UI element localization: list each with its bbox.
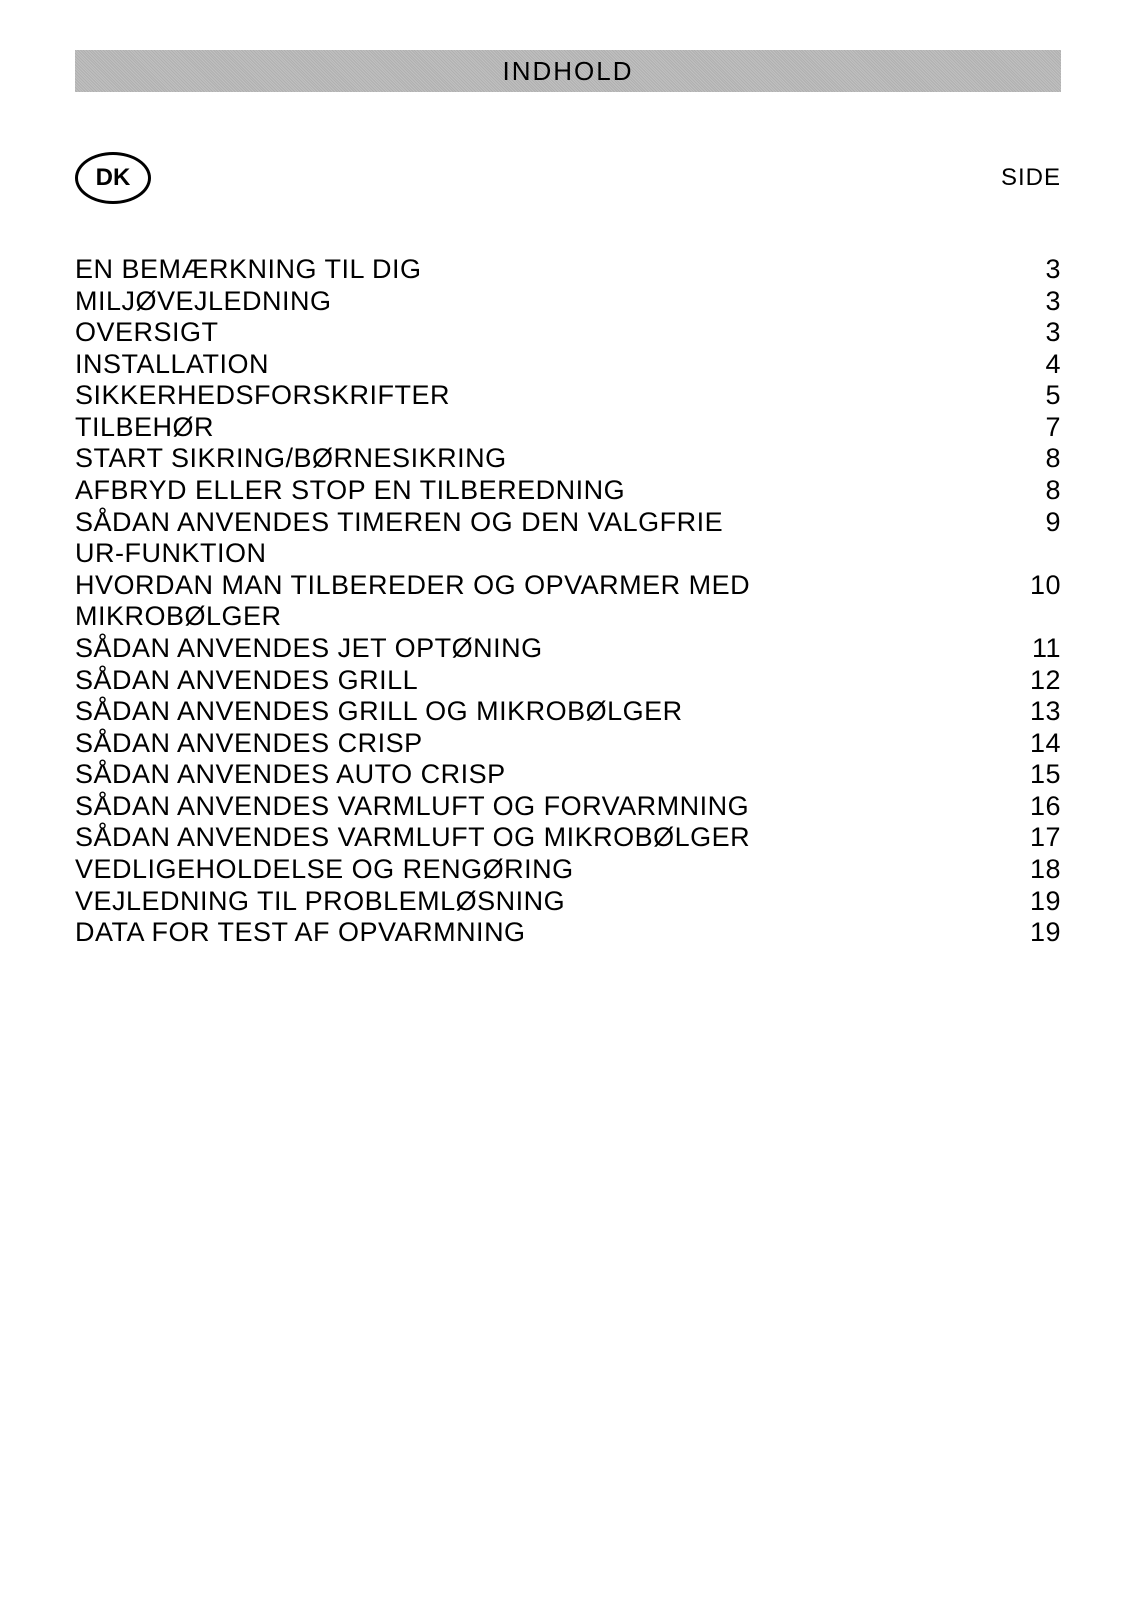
- toc-page-number: 7: [1001, 412, 1061, 444]
- toc-page-number: 14: [1001, 728, 1061, 760]
- toc-row: INSTALLATION 4: [75, 349, 1061, 381]
- language-row: DK SIDE: [75, 152, 1061, 204]
- toc-row: SÅDAN ANVENDES VARMLUFT OG FORVARMNING 16: [75, 791, 1061, 823]
- toc-title: OVERSIGT: [75, 317, 765, 349]
- toc-title: SÅDAN ANVENDES VARMLUFT OG MIKROBØLGER: [75, 822, 765, 854]
- language-badge: DK: [75, 152, 151, 204]
- header-bar: INDHOLD: [75, 50, 1061, 92]
- toc-page-number: 12: [1001, 665, 1061, 697]
- toc-page-number: 3: [1001, 317, 1061, 349]
- toc-title: SIKKERHEDSFORSKRIFTER: [75, 380, 765, 412]
- table-of-contents: EN BEMÆRKNING TIL DIG3MILJØVEJLEDNING3OV…: [75, 254, 1061, 949]
- page-column-label: SIDE: [1001, 164, 1061, 192]
- toc-title: HVORDAN MAN TILBEREDER OG OPVARMER MED M…: [75, 570, 765, 633]
- toc-title: INSTALLATION: [75, 349, 765, 381]
- toc-page-number: 17: [1001, 822, 1061, 854]
- toc-title: VEDLIGEHOLDELSE OG RENGØRING: [75, 854, 765, 886]
- toc-page-number: 9: [1001, 507, 1061, 539]
- toc-title: SÅDAN ANVENDES JET OPTØNING: [75, 633, 765, 665]
- header-title: INDHOLD: [502, 56, 633, 87]
- toc-title: SÅDAN ANVENDES AUTO CRISP: [75, 759, 765, 791]
- toc-page-number: 4: [1001, 349, 1061, 381]
- toc-page-number: 3: [1001, 286, 1061, 318]
- language-badge-text: DK: [96, 164, 131, 192]
- toc-row: VEJLEDNING TIL PROBLEMLØSNING 19: [75, 886, 1061, 918]
- toc-title: AFBRYD ELLER STOP EN TILBEREDNING: [75, 475, 765, 507]
- toc-page-number: 10: [1001, 570, 1061, 602]
- toc-title: SÅDAN ANVENDES GRILL OG MIKROBØLGER: [75, 696, 765, 728]
- toc-title: START SIKRING/BØRNESIKRING: [75, 443, 765, 475]
- toc-row: OVERSIGT 3: [75, 317, 1061, 349]
- toc-row: HVORDAN MAN TILBEREDER OG OPVARMER MED M…: [75, 570, 1061, 633]
- toc-row: MILJØVEJLEDNING 3: [75, 286, 1061, 318]
- toc-page-number: 18: [1001, 854, 1061, 886]
- toc-row: SÅDAN ANVENDES GRILL 12: [75, 665, 1061, 697]
- toc-row: VEDLIGEHOLDELSE OG RENGØRING 18: [75, 854, 1061, 886]
- toc-row: START SIKRING/BØRNESIKRING 8: [75, 443, 1061, 475]
- toc-title: SÅDAN ANVENDES TIMEREN OG DEN VALGFRIE U…: [75, 507, 765, 570]
- toc-page-number: 11: [1001, 633, 1061, 665]
- toc-row: SÅDAN ANVENDES JET OPTØNING 11: [75, 633, 1061, 665]
- toc-title: SÅDAN ANVENDES CRISP: [75, 728, 765, 760]
- toc-row: SÅDAN ANVENDES CRISP 14: [75, 728, 1061, 760]
- toc-title: SÅDAN ANVENDES VARMLUFT OG FORVARMNING: [75, 791, 765, 823]
- toc-row: SÅDAN ANVENDES VARMLUFT OG MIKROBØLGER 17: [75, 822, 1061, 854]
- toc-title: SÅDAN ANVENDES GRILL: [75, 665, 765, 697]
- toc-page-number: 16: [1001, 791, 1061, 823]
- toc-page-number: 8: [1001, 475, 1061, 507]
- page-container: INDHOLD DK SIDE EN BEMÆRKNING TIL DIG3MI…: [0, 0, 1136, 999]
- toc-row: SÅDAN ANVENDES GRILL OG MIKROBØLGER 13: [75, 696, 1061, 728]
- toc-title: VEJLEDNING TIL PROBLEMLØSNING: [75, 886, 765, 918]
- toc-title: EN BEMÆRKNING TIL DIG: [75, 254, 765, 286]
- toc-row: AFBRYD ELLER STOP EN TILBEREDNING 8: [75, 475, 1061, 507]
- toc-title: TILBEHØR: [75, 412, 765, 444]
- toc-row: DATA FOR TEST AF OPVARMNING 19: [75, 917, 1061, 949]
- toc-page-number: 13: [1001, 696, 1061, 728]
- toc-page-number: 19: [1001, 917, 1061, 949]
- toc-row: EN BEMÆRKNING TIL DIG 3: [75, 254, 1061, 286]
- toc-title: DATA FOR TEST AF OPVARMNING: [75, 917, 765, 949]
- toc-page-number: 15: [1001, 759, 1061, 791]
- toc-row: SÅDAN ANVENDES AUTO CRISP 15: [75, 759, 1061, 791]
- toc-row: SIKKERHEDSFORSKRIFTER 5: [75, 380, 1061, 412]
- toc-page-number: 8: [1001, 443, 1061, 475]
- toc-row: TILBEHØR 7: [75, 412, 1061, 444]
- toc-title: MILJØVEJLEDNING: [75, 286, 765, 318]
- toc-page-number: 3: [1001, 254, 1061, 286]
- toc-page-number: 19: [1001, 886, 1061, 918]
- toc-row: SÅDAN ANVENDES TIMEREN OG DEN VALGFRIE U…: [75, 507, 1061, 570]
- toc-page-number: 5: [1001, 380, 1061, 412]
